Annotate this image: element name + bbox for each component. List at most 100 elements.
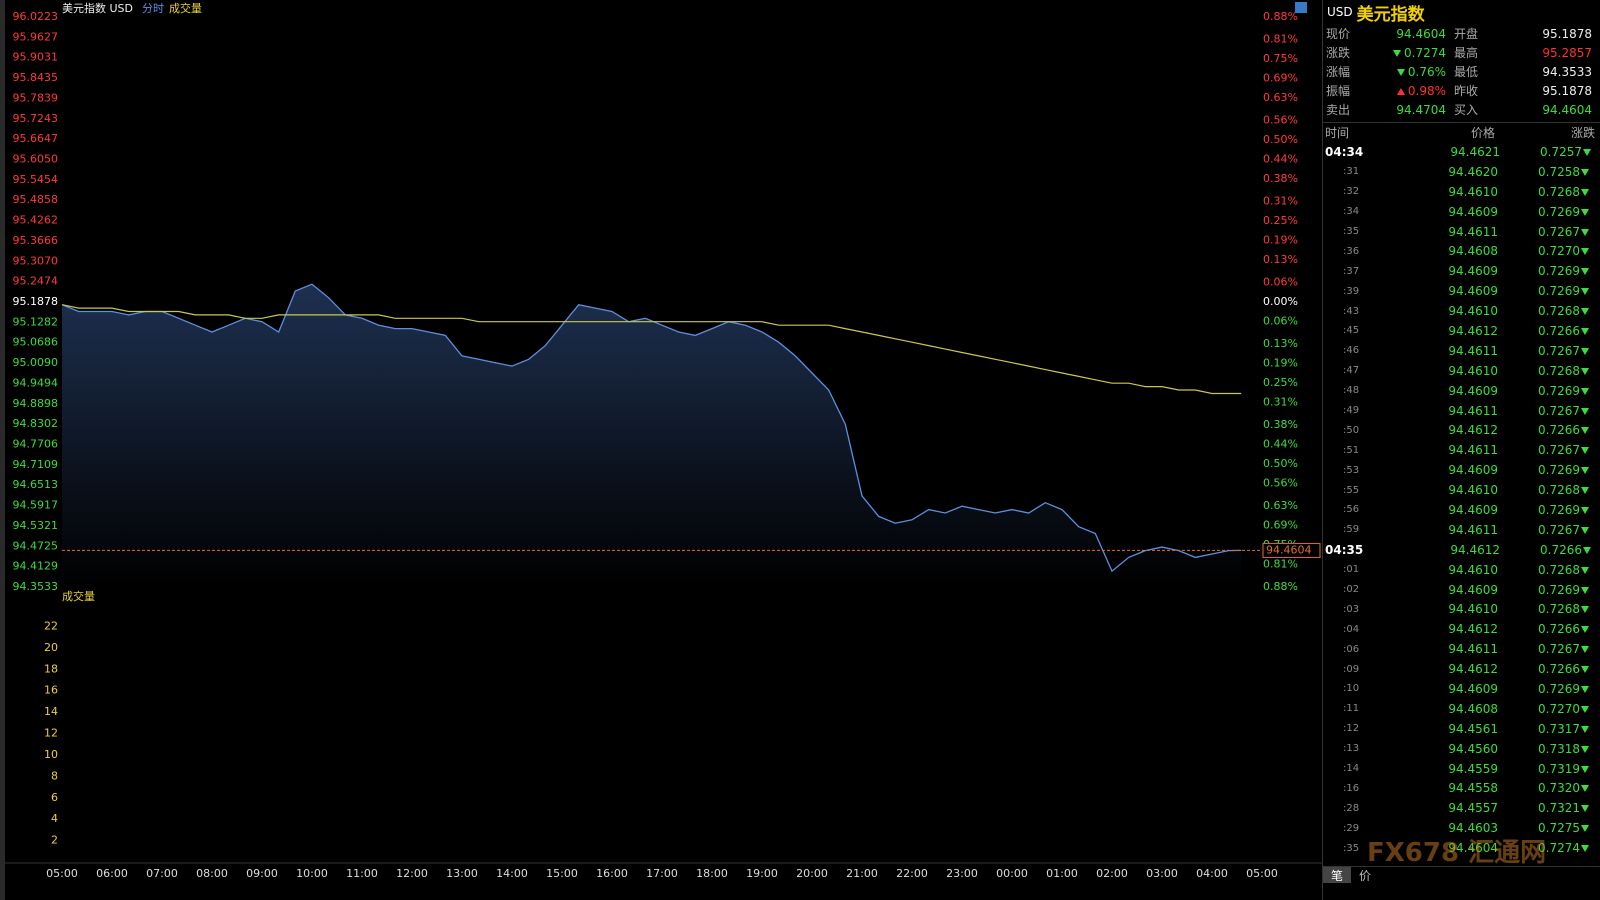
tick-arrow-cell: [1580, 781, 1592, 795]
tick-row: :02 94.4609 0.7269: [1323, 580, 1600, 600]
menu-icon[interactable]: [1295, 2, 1307, 13]
down-arrow: [1580, 347, 1589, 355]
tick-price: 94.4608: [1448, 701, 1498, 716]
tick-price: 94.4608: [1448, 244, 1498, 259]
instrument-name: 美元指数: [1356, 4, 1425, 25]
x-tick-label: 21:00: [846, 867, 878, 880]
down-arrow: [1580, 825, 1589, 833]
x-tick-label: 22:00: [896, 867, 928, 880]
down-arrow: [1580, 506, 1589, 514]
tick-price: 94.4603: [1448, 821, 1498, 836]
x-tick-label: 10:00: [296, 867, 328, 880]
y-tick-label: 95.0686: [13, 336, 59, 349]
tick-price: 94.4610: [1448, 184, 1498, 199]
y-tick-label: 95.3666: [13, 234, 59, 247]
tick-change: 0.7266: [1538, 662, 1580, 677]
tick-row: :36 94.4608 0.7270: [1323, 241, 1600, 261]
price-area: [62, 284, 1242, 587]
tick-price: 94.4558: [1448, 781, 1498, 796]
quote-value-cell: 0.7274: [1362, 46, 1446, 60]
tick-time: :14: [1343, 763, 1360, 775]
symbol: USD: [1327, 5, 1353, 19]
tick-row: :47 94.4610 0.7268: [1323, 361, 1600, 381]
quote-row: 卖出 94.4704 买入 94.4604: [1323, 100, 1600, 119]
tick-time: :50: [1343, 424, 1360, 436]
tick-arrow-cell: [1580, 244, 1592, 258]
tick-price: 94.4621: [1450, 144, 1500, 159]
y-tick-label: 95.6647: [13, 132, 59, 145]
tick-row: :10 94.4609 0.7269: [1323, 679, 1600, 699]
tick-time: :35: [1343, 842, 1360, 854]
tick-price: 94.4609: [1448, 264, 1498, 279]
y-tick-label: 95.8435: [13, 71, 59, 84]
tick-row: :11 94.4608 0.7270: [1323, 699, 1600, 719]
tick-time: :39: [1343, 285, 1360, 297]
tick-price: 94.4611: [1448, 443, 1498, 458]
down-arrow: [1580, 288, 1589, 296]
tick-row: :50 94.4612 0.7266: [1323, 420, 1600, 440]
chart-title: 美元指数 USD: [62, 1, 133, 15]
tick-arrow-cell: [1582, 145, 1594, 159]
down-arrow: [1580, 327, 1589, 335]
tick-row: :56 94.4609 0.7269: [1323, 500, 1600, 520]
tick-row: :06 94.4611 0.7267: [1323, 639, 1600, 659]
down-arrow: [1582, 148, 1591, 156]
y-tick-label: 95.5454: [13, 173, 59, 186]
tick-arrow-cell: [1580, 742, 1592, 756]
y-tick-label: 95.4858: [13, 193, 59, 206]
quote-value-cell: 0.98%: [1362, 84, 1446, 98]
y-tick-label: 95.4262: [13, 214, 59, 227]
y2-tick-label: 0.06%: [1263, 314, 1298, 327]
tick-change: 0.7269: [1538, 383, 1580, 398]
y2-tick-label: 0.50%: [1263, 133, 1298, 146]
tick-row: :35 94.4611 0.7267: [1323, 222, 1600, 242]
quote-value: 94.4604: [1396, 26, 1446, 41]
volume-tick-label: 2: [51, 834, 58, 847]
tick-arrow-cell: [1580, 662, 1592, 676]
tab[interactable]: 价: [1359, 869, 1372, 883]
tick-arrow-cell: [1580, 165, 1592, 179]
volume-tick-label: 20: [44, 641, 58, 654]
tick-arrow-cell: [1580, 722, 1592, 736]
volume-tick-label: 6: [51, 791, 58, 804]
volume-tick-label: 10: [44, 748, 58, 761]
y2-tick-label: 0.44%: [1263, 438, 1298, 451]
tick-row: :09 94.4612 0.7266: [1323, 659, 1600, 679]
tick-arrow-cell: [1580, 443, 1592, 457]
tick-change: 0.7269: [1538, 463, 1580, 478]
tick-row: :03 94.4610 0.7268: [1323, 599, 1600, 619]
tick-price: 94.4560: [1448, 741, 1498, 756]
tick-row: :12 94.4561 0.7317: [1323, 719, 1600, 739]
tick-row: :39 94.4609 0.7269: [1323, 281, 1600, 301]
tick-row: :46 94.4611 0.7267: [1323, 341, 1600, 361]
y-tick-label: 94.9494: [13, 376, 59, 389]
quote-label: 买入: [1454, 103, 1479, 117]
y2-tick-label: 0.63%: [1263, 499, 1298, 512]
volume-tick-label: 4: [51, 812, 58, 825]
tick-change: 0.7269: [1538, 681, 1580, 696]
tab[interactable]: 笔: [1323, 867, 1352, 883]
quote-value: 94.3533: [1542, 64, 1592, 79]
ticks-header: 时间 价格 涨跌: [1323, 122, 1600, 142]
y-tick-label: 95.7243: [13, 112, 59, 125]
volume-title: 成交量: [62, 589, 95, 603]
tick-time: :29: [1343, 822, 1360, 834]
quote-label: 现价: [1326, 27, 1351, 41]
tick-change: 0.7267: [1538, 224, 1580, 239]
column-header: 涨跌: [1570, 126, 1595, 140]
tick-arrow-cell: [1580, 404, 1592, 418]
tick-row: :01 94.4610 0.7268: [1323, 560, 1600, 580]
volume-tick-label: 16: [44, 684, 58, 697]
tick-change: 0.7317: [1538, 721, 1580, 736]
x-tick-label: 04:00: [1196, 867, 1228, 880]
down-arrow: [1580, 646, 1589, 654]
down-arrow: [1393, 49, 1401, 57]
tick-arrow-cell: [1580, 364, 1592, 378]
tick-change: 0.7269: [1538, 502, 1580, 517]
y2-tick-label: 0.56%: [1263, 476, 1298, 489]
tick-time: :28: [1343, 802, 1360, 814]
tick-time: :02: [1343, 584, 1360, 596]
down-arrow: [1580, 745, 1589, 753]
x-tick-label: 11:00: [346, 867, 378, 880]
x-tick-label: 18:00: [696, 867, 728, 880]
